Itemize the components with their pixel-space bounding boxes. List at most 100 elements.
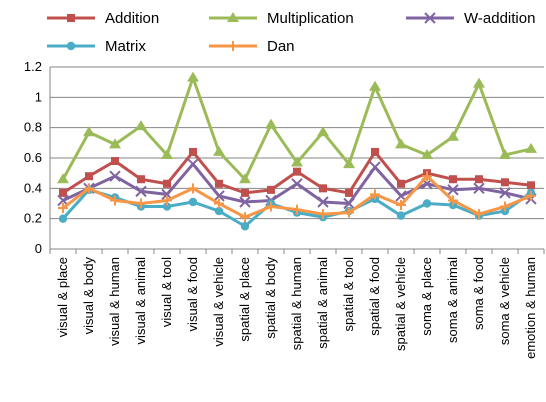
y-tick-label: 0.4 bbox=[24, 180, 42, 195]
legend: Addition Multiplication W-addition Matrix Da… bbox=[47, 10, 535, 55]
dan-point bbox=[110, 195, 120, 206]
x-tick-label: visual & tool bbox=[159, 257, 174, 327]
legend-item-addition: Addition bbox=[47, 10, 159, 27]
dan-point bbox=[214, 198, 224, 209]
multiplication-point bbox=[395, 138, 407, 149]
x-axis-ticks: visual & place visual & body visual & huma… bbox=[55, 257, 538, 359]
legend-item-matrix: Matrix bbox=[47, 38, 146, 55]
y-tick-label: 0.6 bbox=[24, 150, 42, 165]
dan-point bbox=[500, 201, 510, 212]
w-addition-point bbox=[109, 170, 121, 182]
dan-point bbox=[396, 200, 406, 211]
x-tick-label: visual & human bbox=[107, 257, 122, 346]
addition-point bbox=[293, 167, 301, 176]
x-tick-label: spatial & food bbox=[367, 257, 382, 336]
gridlines bbox=[50, 66, 544, 220]
dan-point bbox=[526, 190, 536, 201]
w-addition-point bbox=[239, 196, 251, 208]
legend-item-dan: Dan bbox=[209, 38, 295, 55]
legend-item-multiplication: Multiplication bbox=[209, 10, 354, 27]
multiplication-point bbox=[213, 145, 225, 156]
x-tick-label: spatial & animal bbox=[315, 257, 330, 349]
matrix-point bbox=[58, 214, 68, 223]
series-w-addition bbox=[57, 158, 537, 210]
legend-label-multiplication: Multiplication bbox=[267, 10, 354, 27]
w-addition-point bbox=[499, 187, 511, 199]
legend-label-addition: Addition bbox=[105, 10, 159, 27]
x-tick-label: visual & food bbox=[185, 257, 200, 331]
multiplication-point bbox=[291, 156, 303, 167]
addition-point bbox=[475, 175, 483, 184]
dan-point bbox=[266, 201, 276, 212]
multiplication-point bbox=[239, 173, 251, 184]
w-addition-point bbox=[343, 197, 355, 210]
multiplication-point bbox=[265, 118, 277, 129]
dan-point bbox=[422, 171, 432, 182]
dan-point bbox=[292, 204, 302, 215]
x-tick-label: soma & vehicle bbox=[497, 257, 512, 345]
axes bbox=[49, 67, 545, 254]
x-tick-label: soma & animal bbox=[445, 257, 460, 343]
series-group bbox=[57, 71, 537, 231]
y-tick-label: 0 bbox=[35, 241, 42, 256]
addition-point bbox=[59, 188, 67, 197]
x-tick-label: visual & animal bbox=[133, 257, 148, 345]
x-tick-label: emotion & human bbox=[523, 257, 538, 359]
legend-w-addition-point bbox=[424, 12, 436, 24]
legend-multiplication-point bbox=[227, 12, 239, 22]
addition-point bbox=[371, 147, 379, 156]
y-tick-label: 0.8 bbox=[24, 120, 42, 135]
legend-addition-point bbox=[67, 14, 75, 22]
multiplication-point bbox=[109, 138, 121, 149]
dan-point bbox=[58, 203, 68, 214]
addition-point bbox=[527, 181, 535, 190]
dan-point bbox=[474, 209, 484, 220]
multiplication-point bbox=[161, 148, 173, 159]
multiplication-point bbox=[187, 71, 199, 82]
multiplication-point bbox=[525, 142, 537, 153]
w-addition-point bbox=[291, 178, 303, 190]
w-addition-point bbox=[187, 158, 199, 170]
matrix-point bbox=[422, 199, 432, 208]
w-addition-point bbox=[317, 196, 329, 208]
x-tick-label: spatial & tool bbox=[341, 257, 356, 332]
dan-point bbox=[240, 212, 250, 223]
matrix-point bbox=[396, 211, 406, 220]
legend-label-dan: Dan bbox=[267, 38, 295, 55]
addition-point bbox=[501, 178, 509, 187]
x-tick-label: spatial & vehicle bbox=[393, 257, 408, 351]
series-dan bbox=[58, 171, 536, 223]
dan-point bbox=[136, 198, 146, 209]
w-addition-point bbox=[447, 184, 459, 196]
addition-point bbox=[215, 179, 223, 188]
dan-point bbox=[318, 209, 328, 220]
x-tick-label: spatial & place bbox=[237, 257, 252, 342]
multiplication-point bbox=[421, 148, 433, 159]
w-addition-point bbox=[213, 190, 225, 202]
dan-point bbox=[162, 195, 172, 206]
w-addition-point bbox=[473, 182, 485, 195]
y-axis-ticks: 0 0.2 0.4 0.6 0.8 1 1.2 bbox=[24, 59, 42, 256]
dan-point bbox=[448, 195, 458, 206]
multiplication-point bbox=[369, 80, 381, 91]
addition-point bbox=[397, 179, 405, 188]
matrix-point bbox=[162, 202, 172, 211]
addition-point bbox=[163, 179, 171, 188]
addition-point bbox=[241, 188, 249, 197]
x-tick-label: spatial & body bbox=[263, 257, 278, 339]
y-tick-label: 0.2 bbox=[24, 211, 42, 226]
legend-label-matrix: Matrix bbox=[105, 38, 146, 55]
y-tick-label: 1 bbox=[35, 89, 42, 104]
multiplication-point bbox=[343, 158, 355, 169]
addition-point bbox=[85, 172, 93, 181]
multiplication-point bbox=[317, 126, 329, 137]
addition-point bbox=[267, 185, 275, 194]
multiplication-point bbox=[135, 120, 147, 131]
x-tick-label: soma & food bbox=[471, 257, 486, 330]
x-tick-label: visual & place bbox=[55, 257, 70, 337]
series-multiplication bbox=[57, 71, 537, 184]
dan-point bbox=[84, 183, 94, 194]
legend-dan-point bbox=[228, 41, 238, 51]
multiplication-point bbox=[57, 173, 69, 184]
addition-point bbox=[345, 188, 353, 197]
